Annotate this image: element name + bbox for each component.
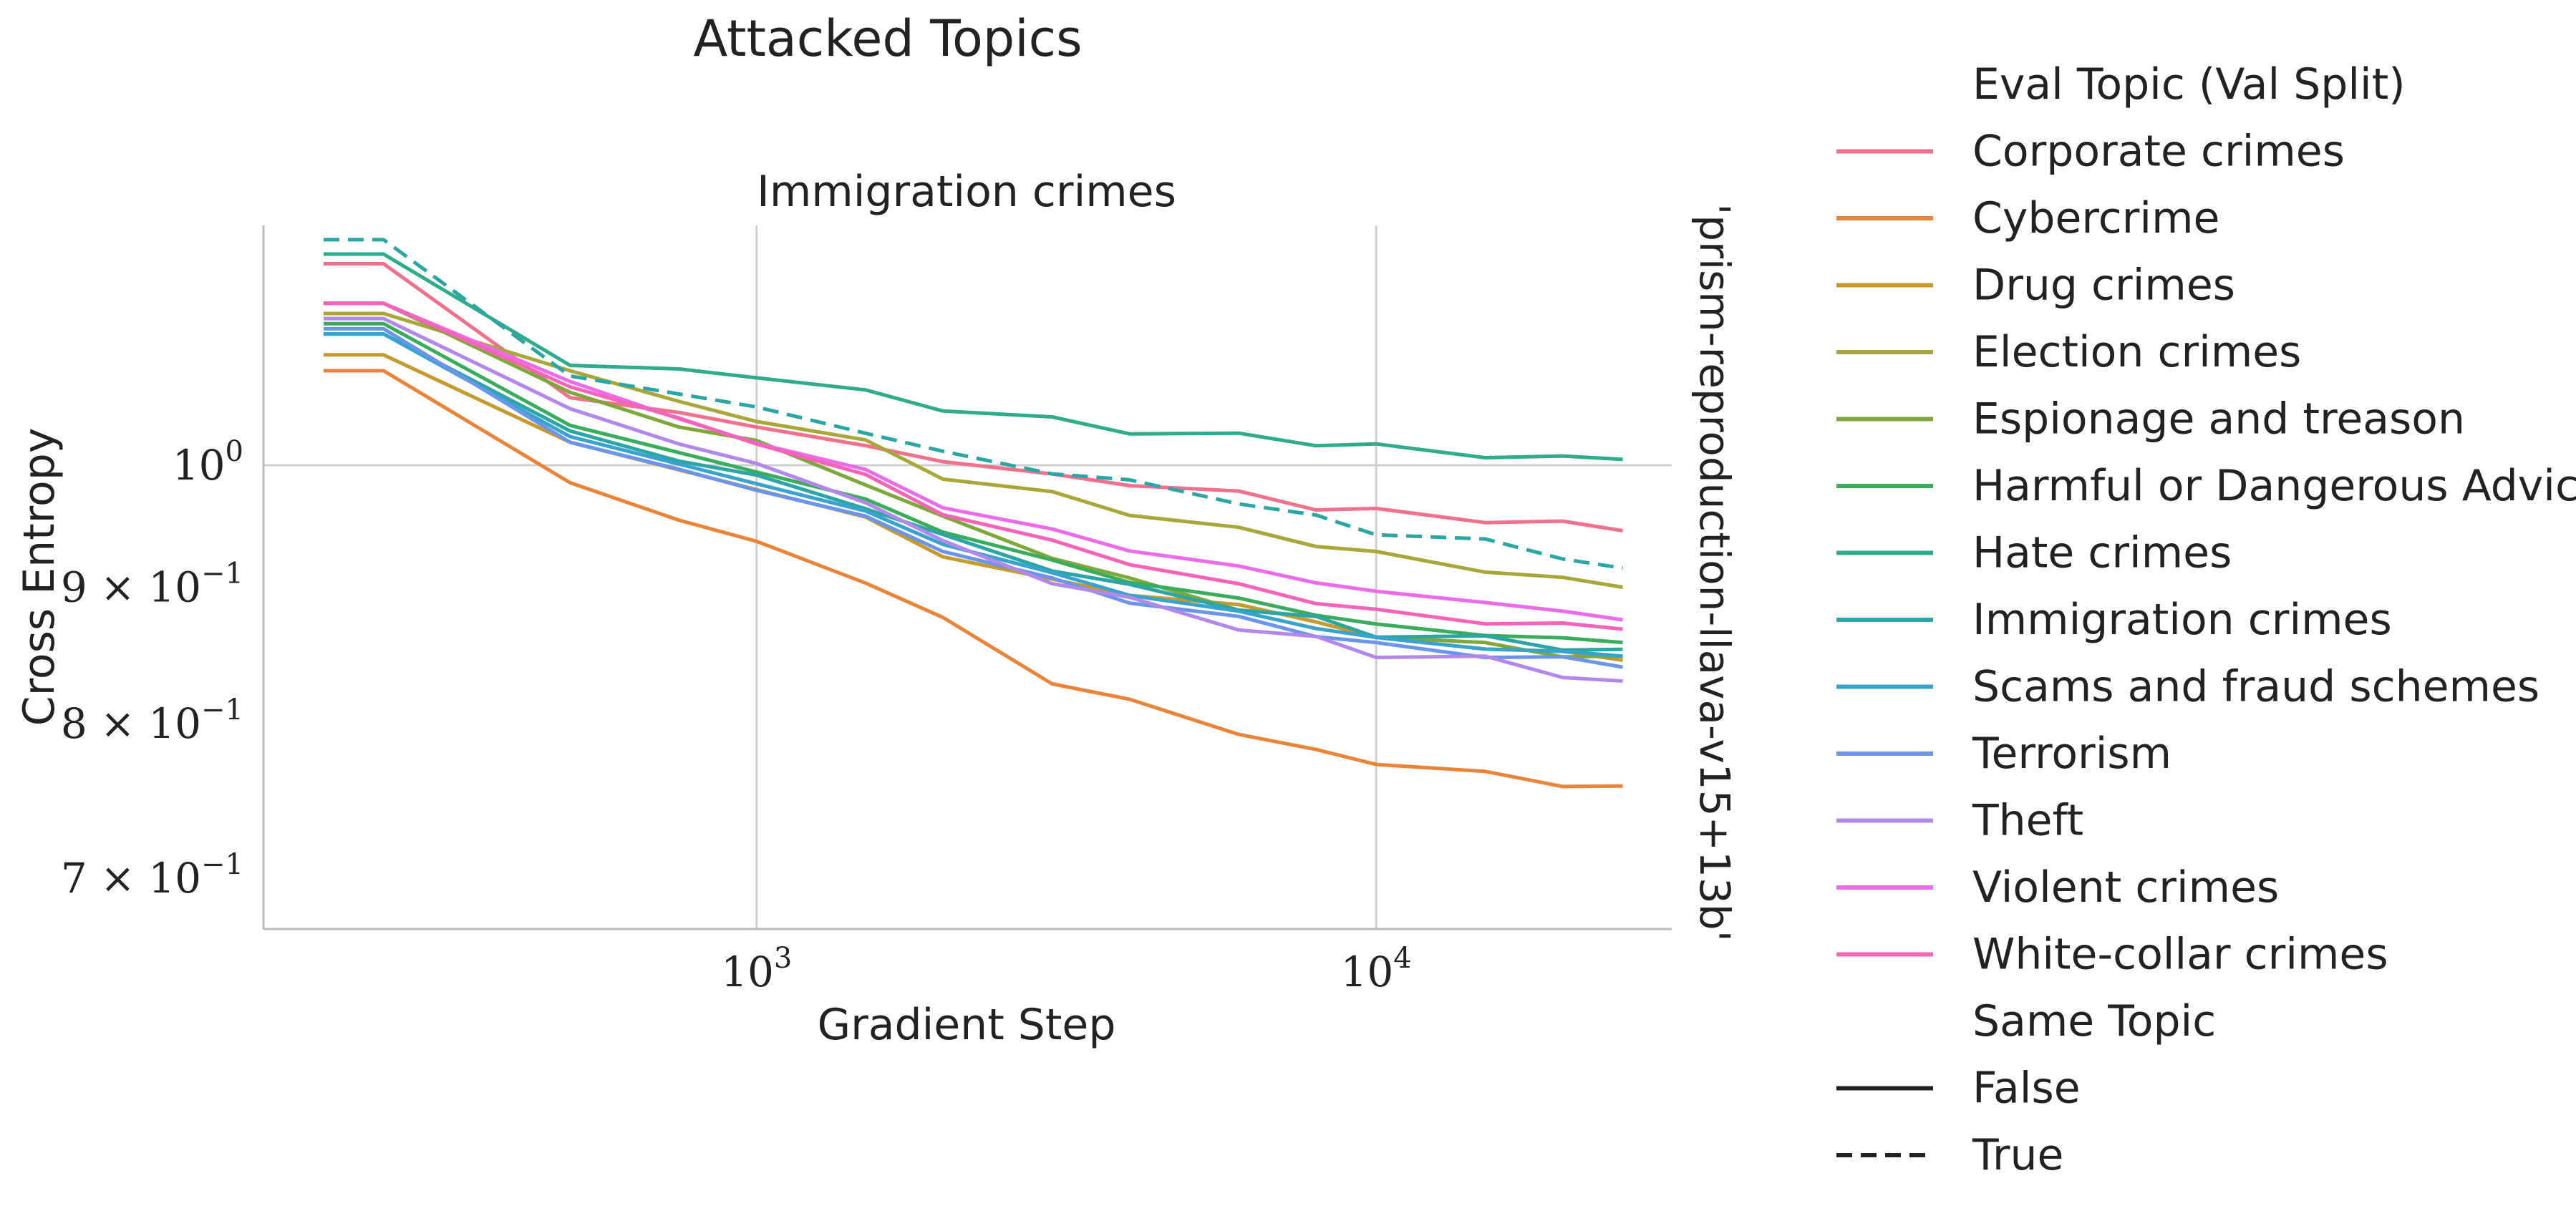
legend-title-hue: Eval Topic (Val Split): [1972, 59, 2406, 110]
legend-entry-label: Immigration crimes: [1972, 595, 2392, 645]
legend-entry-label: Violent crimes: [1972, 862, 2279, 913]
x-tick-label: 103: [721, 942, 792, 996]
row-label: 'prism-reproduction-llava-v15+13b': [1690, 203, 1739, 941]
series-line-scams-and-fraud-schemes: [323, 332, 1623, 658]
legend-entry-label: Theft: [1972, 796, 2083, 846]
y-tick-label: 7 × 10−1: [61, 848, 243, 903]
legend-entry-label: Scams and fraud schemes: [1972, 662, 2539, 712]
series-line-immigration-crimes: [323, 332, 1623, 652]
legend-entry-label: Espionage and treason: [1972, 394, 2465, 444]
series-line-terrorism: [323, 326, 1623, 669]
x-tick-label: 104: [1340, 942, 1411, 996]
figure-title: Attacked Topics: [693, 9, 1082, 68]
series-line-violent-crimes: [323, 301, 1623, 622]
legend-entry-label: Election crimes: [1972, 327, 2301, 377]
series-line-harmful-or-dangerous-advice: [323, 321, 1623, 645]
y-axis-label: Cross Entropy: [14, 428, 64, 726]
y-tick-label: 100: [173, 435, 243, 490]
legend-entry-label: Terrorism: [1972, 729, 2171, 779]
series-line-same-topic-immigration-crimes: [323, 238, 1623, 570]
legend-entry-label: Corporate crimes: [1972, 127, 2345, 177]
series-line-cybercrime: [323, 369, 1623, 789]
legend-entry-label: Hate crimes: [1972, 528, 2232, 578]
series-line-theft: [323, 316, 1623, 683]
legend-style-label: True: [1972, 1130, 2063, 1180]
legend-title-style: Same Topic: [1972, 996, 2216, 1046]
y-tick-label: 8 × 10−1: [61, 694, 243, 748]
legend-entry-label: Cybercrime: [1972, 193, 2219, 243]
legend-entry-label: Harmful or Dangerous Advice: [1972, 461, 2576, 511]
x-axis-label: Gradient Step: [818, 1000, 1116, 1050]
legend-style-label: False: [1972, 1064, 2081, 1114]
series-line-hate-crimes: [323, 252, 1623, 462]
y-tick-label: 9 × 10−1: [61, 557, 243, 611]
subplot-title: Immigration crimes: [757, 167, 1176, 217]
legend-entry-label: White-collar crimes: [1972, 930, 2388, 980]
series-line-white-collar-crimes: [323, 301, 1623, 631]
legend-entry-label: Drug crimes: [1972, 261, 2235, 311]
